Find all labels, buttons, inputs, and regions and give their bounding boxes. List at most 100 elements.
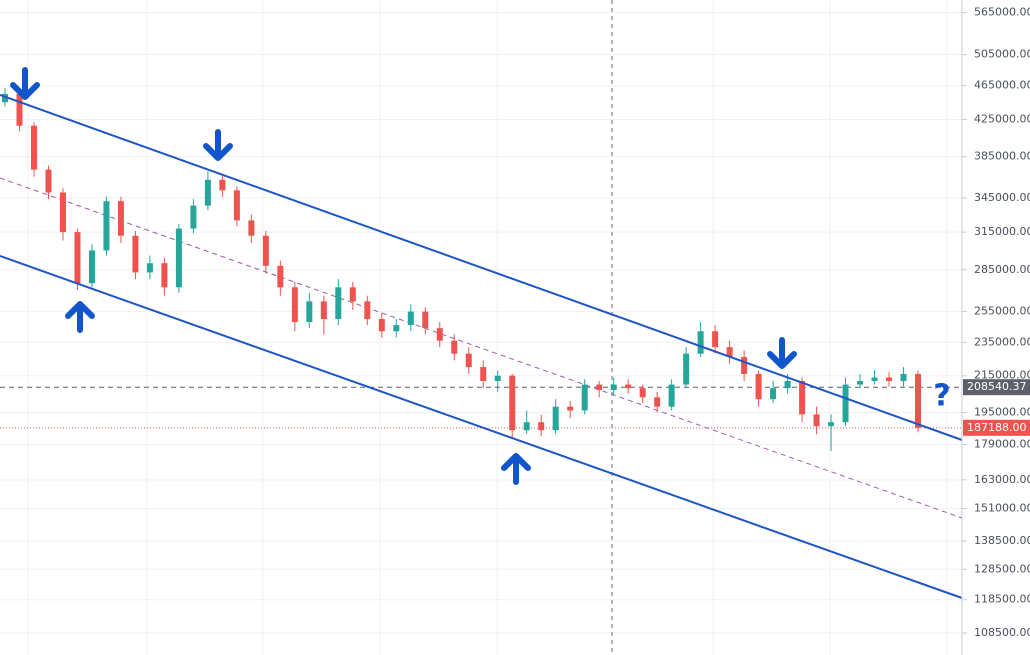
candle-body — [262, 235, 269, 266]
candle-body — [668, 384, 675, 407]
y-tick-label: 128500.00 — [974, 562, 1030, 575]
candle-body — [349, 287, 356, 302]
candle-body — [523, 422, 530, 431]
arrow-up — [501, 453, 531, 485]
channel-lower — [0, 255, 963, 599]
candle-body — [364, 301, 371, 320]
candle-body — [697, 331, 704, 354]
candle-body — [59, 192, 66, 233]
candle-body — [291, 287, 298, 323]
candle-body — [755, 373, 762, 400]
y-tick-label: 285000.00 — [974, 263, 1030, 276]
arrows — [10, 67, 797, 485]
candles — [2, 88, 921, 451]
arrow-up — [65, 301, 95, 333]
y-tick-label: 151000.00 — [974, 502, 1030, 515]
y-tick-label: 235000.00 — [974, 335, 1030, 348]
price-axis — [962, 0, 1030, 655]
channel-mid — [0, 177, 963, 519]
candle-body — [248, 220, 255, 236]
candle-body — [494, 375, 501, 382]
y-tick-label: 195000.00 — [974, 405, 1030, 418]
candle-body — [770, 388, 777, 400]
candle-body — [538, 422, 545, 431]
candle-body — [596, 384, 603, 390]
candle-body — [581, 384, 588, 411]
candle-body — [407, 311, 414, 326]
candle-body — [871, 377, 878, 382]
horizontal-grid — [0, 11, 962, 634]
candle-body — [2, 93, 8, 103]
candle-body — [30, 125, 37, 170]
candle-body — [393, 325, 400, 332]
candle-body — [45, 169, 52, 193]
candle-body — [726, 347, 733, 357]
y-tick-label: 315000.00 — [974, 225, 1030, 238]
y-tick-label: 425000.00 — [974, 112, 1030, 125]
candle-body — [233, 190, 240, 221]
candle-body — [900, 373, 907, 382]
candle-body — [320, 301, 327, 320]
candle-body — [857, 381, 864, 385]
candle-body — [610, 384, 617, 390]
arrow-down — [10, 67, 40, 100]
candle-body — [625, 384, 632, 389]
price-label-box — [963, 419, 1030, 436]
candle-body — [683, 353, 690, 385]
candle-body — [74, 232, 81, 284]
candle-body — [132, 235, 139, 273]
candle-body — [378, 319, 385, 332]
channel-upper — [0, 94, 963, 441]
candle-body — [886, 377, 893, 382]
y-tick-label: 108500.00 — [974, 626, 1030, 639]
y-tick-label: 345000.00 — [974, 191, 1030, 204]
candle-body — [16, 93, 23, 126]
candle-body — [219, 179, 226, 191]
candle-body — [161, 263, 168, 288]
candle-body — [712, 331, 719, 348]
y-tick-label: 255000.00 — [974, 305, 1030, 318]
candle-body — [741, 356, 748, 374]
candle-body — [190, 205, 197, 229]
candle-body — [117, 201, 124, 236]
y-tick-label: 138500.00 — [974, 534, 1030, 547]
candle-body — [842, 384, 849, 423]
candle-body — [146, 263, 153, 273]
y-tick-label: 465000.00 — [974, 79, 1030, 92]
candle-body — [813, 414, 820, 427]
candle-body — [88, 250, 95, 284]
y-tick-label: 118500.00 — [974, 593, 1030, 606]
y-tick-label: 163000.00 — [974, 473, 1030, 486]
y-tick-label: 385000.00 — [974, 150, 1030, 163]
candle-body — [480, 367, 487, 382]
annotation: ? — [933, 379, 950, 414]
candle-body — [465, 353, 472, 368]
candle-body — [451, 340, 458, 354]
candle-body — [277, 265, 284, 288]
price-label: 208540.37 — [967, 380, 1027, 393]
candle-body — [567, 406, 574, 411]
axis-labels: 565000.00 505000.00 465000.00 425000.00 3850… — [962, 5, 1030, 639]
candle-body — [552, 406, 559, 431]
candle-body — [436, 328, 443, 341]
candle-body — [422, 311, 429, 329]
candle-body — [784, 381, 791, 389]
y-tick-label: 179000.00 — [974, 438, 1030, 451]
arrow-down — [767, 337, 797, 369]
candle-body — [915, 373, 921, 428]
candle-body — [654, 397, 661, 407]
y-tick-label: 215000.00 — [974, 369, 1030, 382]
candle-body — [103, 201, 110, 251]
candle-body — [204, 179, 211, 206]
price-label-box — [963, 379, 1030, 396]
candle-body — [639, 388, 646, 398]
vertical-grid — [27, 0, 948, 655]
price-label: 187188.00 — [967, 421, 1027, 434]
candle-body — [799, 381, 806, 415]
candle-body — [335, 287, 342, 320]
candle-body — [828, 422, 835, 427]
y-tick-label: 565000.00 — [974, 5, 1030, 18]
candle-body — [509, 375, 516, 431]
